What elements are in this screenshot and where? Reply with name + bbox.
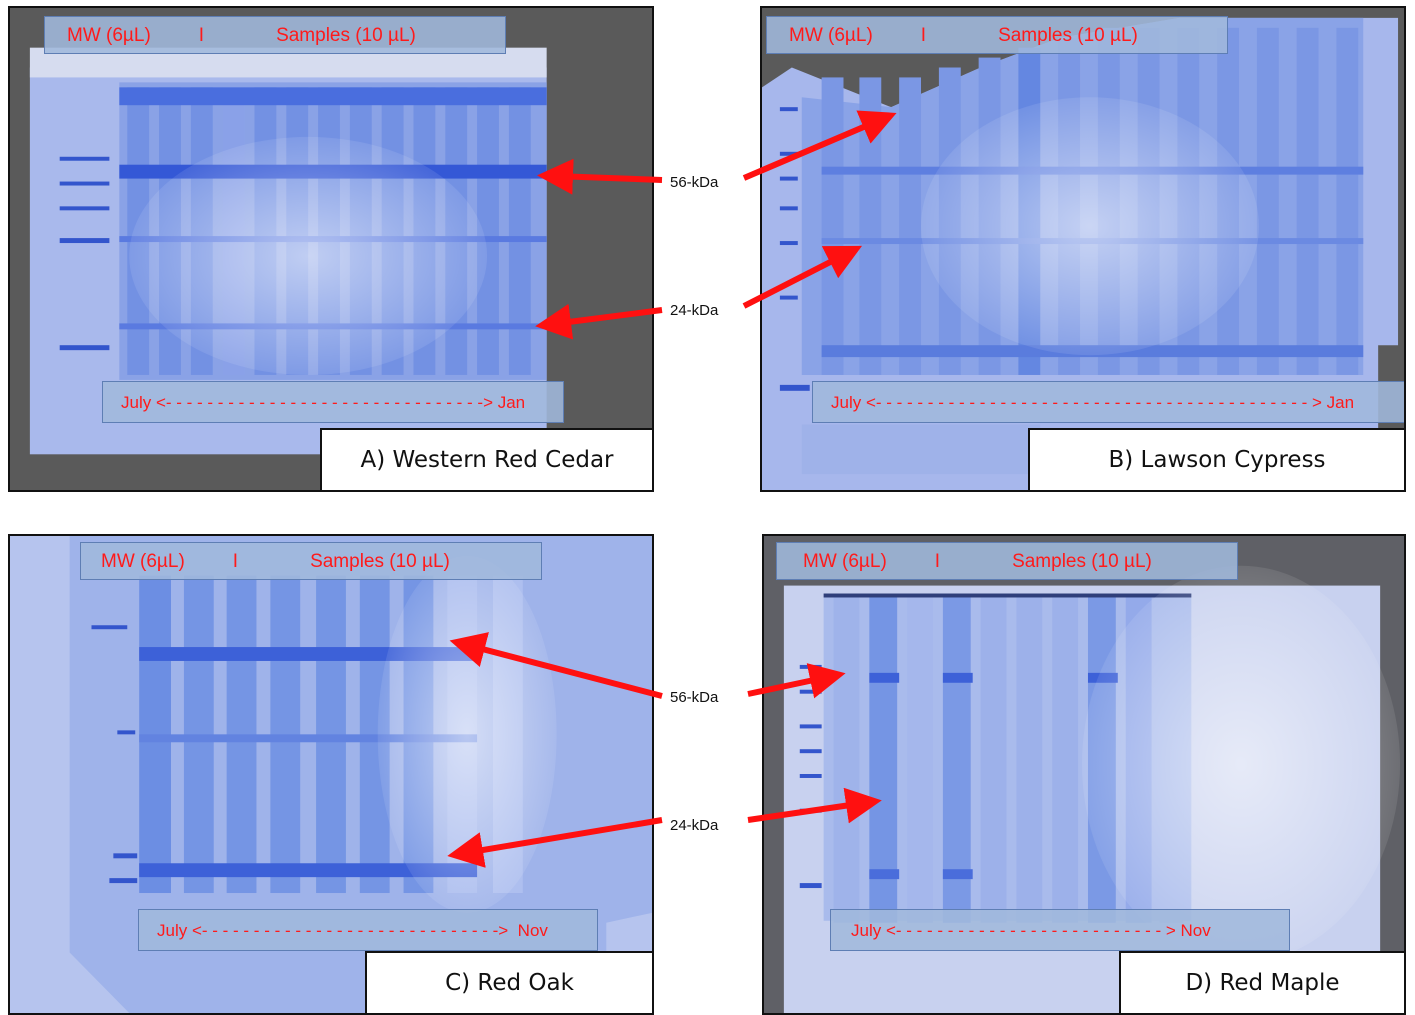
separator-label: I [934,550,941,572]
panel-title: B) Lawson Cypress [1028,428,1404,490]
gel-image [10,8,652,490]
gel-image [764,536,1404,1013]
mw-label: MW (6µL) [789,24,873,46]
samples-label: Samples (10 µL) [1012,550,1152,572]
marker-label-56kda-bottom: 56-kDa [670,689,719,706]
date-range-label: July <- - - - - - - - - - - - - - - - - … [121,392,526,412]
marker-label-24kda-bottom: 24-kDa [670,817,719,834]
marker-label-56kda-top: 56-kDa [670,174,719,191]
separator-label: I [920,24,927,46]
panel-title: C) Red Oak [365,951,652,1013]
gel-panel-lawson-cypress: MW (6µL) I Samples (10 µL) July <- - - -… [760,6,1406,492]
samples-label: Samples (10 µL) [310,550,450,572]
mw-label: MW (6µL) [67,24,151,46]
samples-label: Samples (10 µL) [276,24,416,46]
gel-image [762,8,1404,490]
marker-ladder [91,625,138,884]
gel-panel-red-oak: MW (6µL) I Samples (10 µL) July <- - - -… [8,534,654,1015]
date-range-label: July <- - - - - - - - - - - - - - - - - … [831,392,1355,412]
samples-label: Samples (10 µL) [998,24,1138,46]
lane-label-bar: MW (6µL) I Samples (10 µL) [776,542,1238,580]
mw-label: MW (6µL) [101,550,185,572]
panel-title: D) Red Maple [1119,951,1404,1013]
marker-ladder [59,156,110,351]
mw-label: MW (6µL) [803,550,887,572]
date-range-bar: July <- - - - - - - - - - - - - - - - - … [812,381,1404,423]
lane-label-bar: MW (6µL) I Samples (10 µL) [44,16,506,54]
separator-label: I [232,550,239,572]
date-range-label: July <- - - - - - - - - - - - - - - - - … [157,920,548,940]
date-range-bar: July <- - - - - - - - - - - - - - - - - … [102,381,564,423]
date-range-label: July <- - - - - - - - - - - - - - - - - … [851,920,1211,940]
separator-label: I [198,24,205,46]
date-range-bar: July <- - - - - - - - - - - - - - - - - … [830,909,1290,951]
lane-label-bar: MW (6µL) I Samples (10 µL) [80,542,542,580]
gel-panel-red-maple: MW (6µL) I Samples (10 µL) July <- - - -… [762,534,1406,1015]
lane-label-bar: MW (6µL) I Samples (10 µL) [766,16,1228,54]
panel-title: A) Western Red Cedar [320,428,652,490]
gel-panel-western-red-cedar: MW (6µL) I Samples (10 µL) July <- - - -… [8,6,654,492]
marker-label-24kda-top: 24-kDa [670,302,719,319]
date-range-bar: July <- - - - - - - - - - - - - - - - - … [138,909,598,951]
